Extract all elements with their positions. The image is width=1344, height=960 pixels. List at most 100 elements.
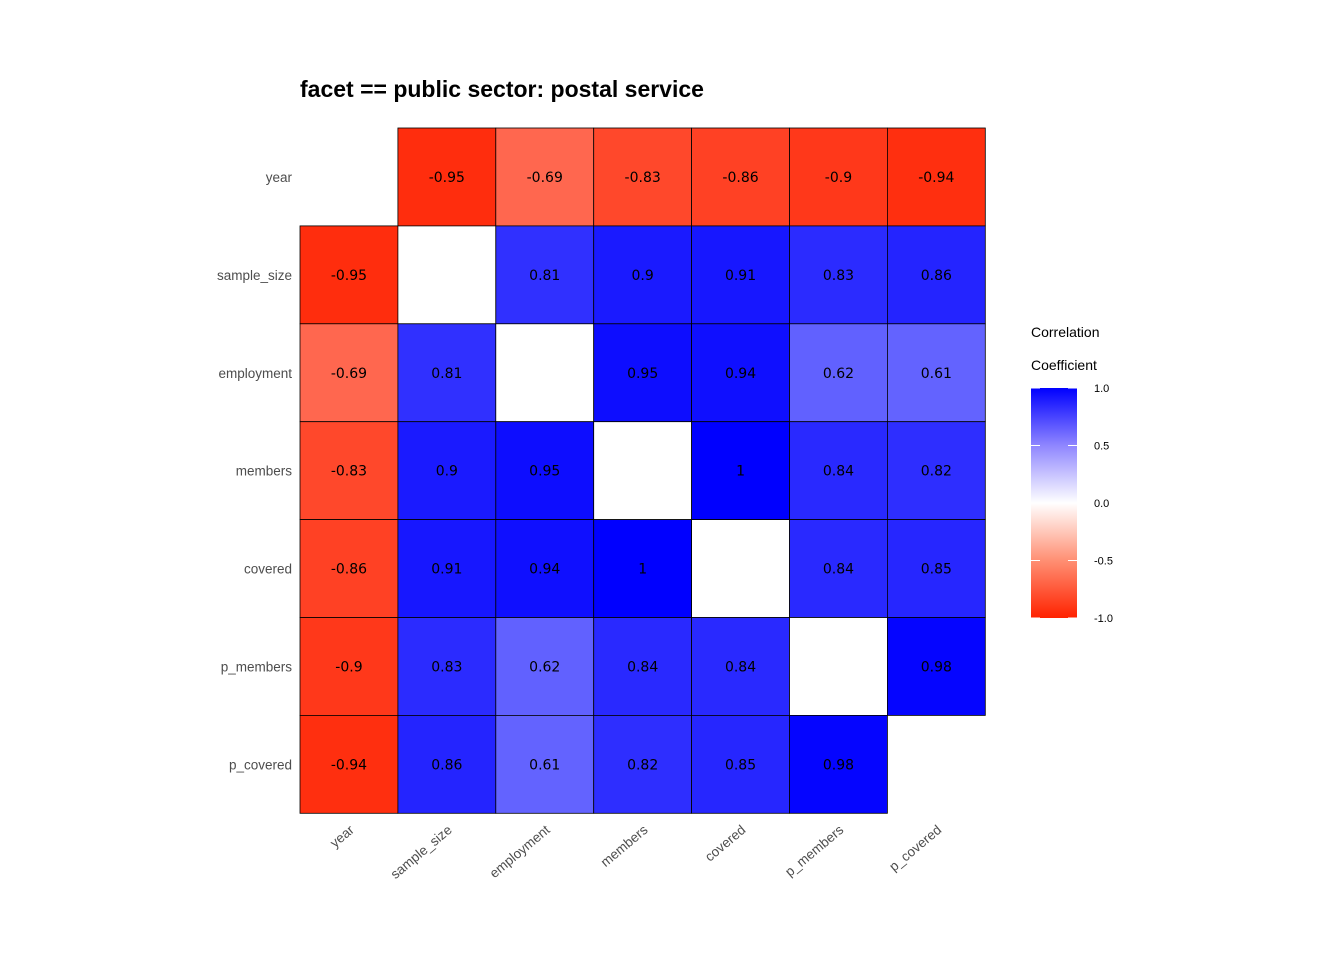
heatmap-cell-employment-covered — [691, 323, 790, 423]
cell-value-label: -0.83 — [625, 170, 661, 186]
heatmap-cell-year-sample_size — [397, 127, 497, 227]
y-tick-label-members: members — [236, 464, 293, 479]
x-tick-label-covered: covered — [702, 822, 748, 864]
heatmap-cell-p_covered-sample_size — [397, 715, 497, 814]
cell-value-label: 0.84 — [823, 562, 854, 578]
cell-value-label: 0.9 — [436, 464, 458, 480]
heatmap-cell-covered-employment — [495, 519, 595, 618]
cell-value-label: 0.95 — [627, 366, 658, 382]
heatmap-cell-sample_size-covered — [691, 225, 790, 325]
heatmap-cell-p_covered-members — [593, 715, 693, 814]
heatmap-cell-employment-p_members — [789, 323, 888, 423]
cell-value-label: 0.98 — [921, 659, 952, 675]
x-tick-label-year: year — [327, 822, 357, 851]
heatmap-cell-empty — [397, 225, 497, 325]
y-tick-label-p_members: p_members — [221, 659, 293, 674]
color-legend: Correlation Coefficient 1.0 0.5 0.0 -0.5 -1.… — [1031, 324, 1113, 625]
heatmap-cell-p_covered-year — [299, 715, 399, 814]
heatmap-cell-year-covered — [691, 127, 790, 227]
heatmap-cell-p_members-p_covered — [887, 617, 986, 716]
heatmap-cell-sample_size-employment — [495, 225, 595, 325]
heatmap-cell-year-p_members — [789, 127, 888, 227]
cell-value-label: 0.91 — [725, 268, 756, 284]
cell-value-label: 0.86 — [431, 757, 462, 773]
cell-value-label: -0.69 — [527, 170, 563, 186]
cell-value-label: -0.86 — [722, 170, 758, 186]
y-tick-label-year: year — [266, 170, 293, 185]
cell-value-label: 0.94 — [725, 366, 756, 382]
cell-value-label: 0.85 — [921, 562, 952, 578]
heatmap-cell-members-employment — [495, 421, 595, 521]
cell-value-label: 0.94 — [529, 562, 560, 578]
cell-value-label: -0.94 — [918, 170, 954, 186]
cell-value-label: 0.84 — [823, 464, 854, 480]
heatmap-cell-employment-year — [299, 323, 399, 423]
x-tick-label-sample_size: sample_size — [388, 822, 455, 882]
legend-tick-label: 0.0 — [1094, 498, 1109, 510]
cell-value-label: 0.82 — [627, 757, 658, 773]
heatmap-cell-year-p_covered — [887, 127, 986, 227]
legend-tick-label: 0.5 — [1094, 441, 1109, 453]
heatmap-cell-empty — [691, 519, 790, 618]
cell-value-label: -0.9 — [825, 170, 852, 186]
cell-value-label: 0.9 — [632, 268, 654, 284]
x-tick-label-members: members — [598, 822, 651, 870]
heatmap-cells — [299, 127, 986, 814]
legend-ticks: 1.0 0.5 0.0 -0.5 -1.0 — [1031, 383, 1113, 625]
cell-value-label: -0.83 — [331, 464, 367, 480]
heatmap-cell-covered-p_members — [789, 519, 888, 618]
cell-value-label: 0.95 — [529, 464, 560, 480]
cell-value-label: 0.61 — [529, 757, 560, 773]
cell-value-label: 0.86 — [921, 268, 952, 284]
heatmap-cell-employment-sample_size — [397, 323, 497, 423]
x-axis: year sample_size employment members covered p… — [327, 822, 944, 882]
heatmap-cell-p_covered-p_members — [789, 715, 888, 814]
y-axis: year sample_size employment members covered p… — [217, 170, 293, 772]
legend-tick-label: -1.0 — [1094, 613, 1113, 625]
cell-value-label: 0.62 — [823, 366, 854, 382]
cell-value-label: -0.9 — [335, 659, 362, 675]
heatmap-cell-empty — [495, 323, 595, 423]
x-tick-label-p_covered: p_covered — [886, 822, 944, 874]
heatmap-cell-p_members-covered — [691, 617, 790, 716]
cell-value-label: -0.95 — [331, 268, 367, 284]
heatmap-cell-employment-p_covered — [887, 323, 986, 423]
heatmap-cell-members-p_covered — [887, 421, 986, 521]
heatmap-cell-empty — [789, 617, 888, 716]
heatmap-cell-empty — [593, 421, 693, 521]
x-tick-label-employment: employment — [487, 822, 553, 881]
heatmap-cell-members-sample_size — [397, 421, 497, 521]
heatmap-cell-covered-p_covered — [887, 519, 986, 618]
legend-tick-label: 1.0 — [1094, 383, 1109, 395]
y-tick-label-covered: covered — [244, 562, 292, 577]
heatmap-cell-members-year — [299, 421, 399, 521]
heatmap-cell-p_members-year — [299, 617, 399, 716]
cell-value-label: 0.82 — [921, 464, 952, 480]
legend-title-line1: Correlation — [1031, 324, 1099, 340]
legend-title-line2: Coefficient — [1031, 357, 1097, 373]
y-tick-label-sample_size: sample_size — [217, 268, 292, 283]
heatmap-cell-covered-year — [299, 519, 399, 618]
heatmap-cell-year-employment — [495, 127, 595, 227]
cell-value-label: -0.86 — [331, 562, 367, 578]
cell-value-label: 0.81 — [431, 366, 462, 382]
cell-value-label: 0.61 — [921, 366, 952, 382]
cell-value-label: 0.84 — [725, 659, 756, 675]
heatmap-cell-p_covered-covered — [691, 715, 790, 814]
y-tick-label-p_covered: p_covered — [229, 757, 292, 772]
x-tick-label-p_members: p_members — [782, 822, 846, 879]
cell-value-label: 0.98 — [823, 757, 854, 773]
heatmap-cell-p_covered-employment — [495, 715, 595, 814]
y-tick-label-employment: employment — [218, 366, 292, 381]
cell-value-label: 1 — [638, 562, 647, 578]
heatmap-cell-labels: -0.95 -0.69 -0.83 -0.86 -0.9 -0.94 -0.95 0.81 0.… — [331, 170, 955, 773]
cell-value-label: -0.94 — [331, 757, 367, 773]
cell-value-label: -0.95 — [429, 170, 465, 186]
heatmap-cell-employment-members — [593, 323, 693, 423]
legend-tick-label: -0.5 — [1094, 556, 1113, 568]
cell-value-label: 0.85 — [725, 757, 756, 773]
heatmap-cell-covered-members — [593, 519, 693, 618]
cell-value-label: 0.81 — [529, 268, 560, 284]
